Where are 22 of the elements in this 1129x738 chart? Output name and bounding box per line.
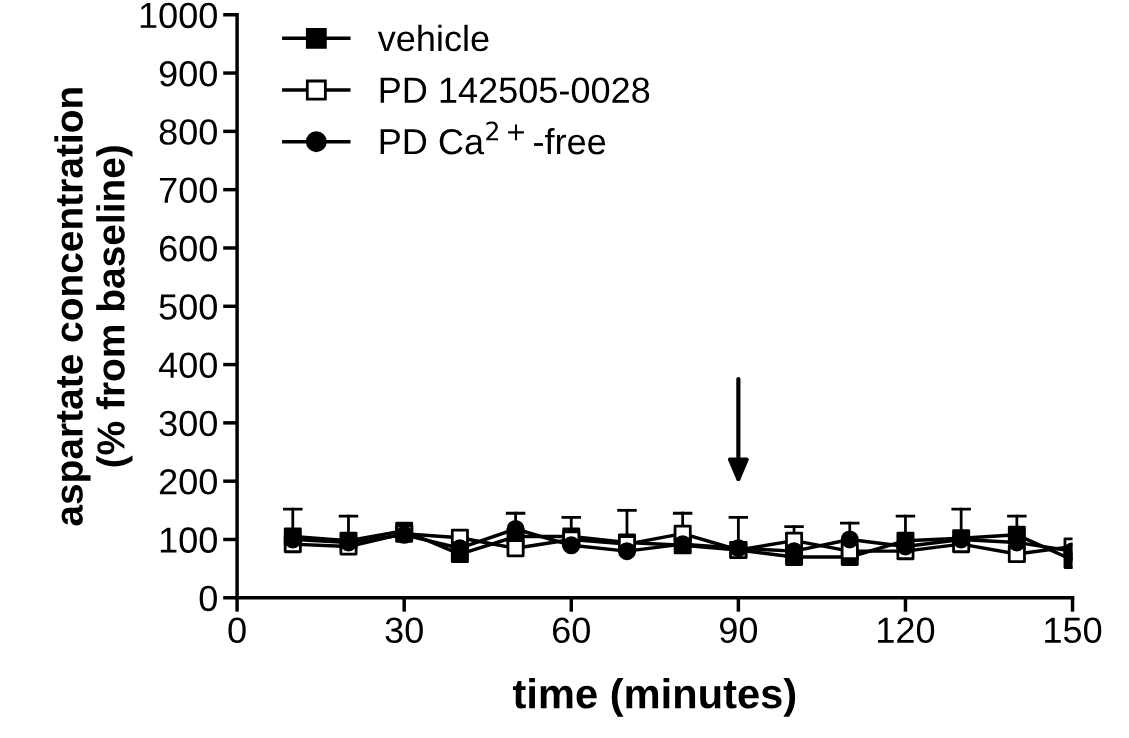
y-tick-label: 800 [159, 119, 217, 145]
y-tick-label: 500 [159, 294, 217, 320]
y-tick-label: 700 [159, 177, 217, 204]
legend-label: vehicle [377, 24, 489, 52]
y-tick-label: 600 [159, 235, 217, 262]
x-tick-label: 30 [385, 617, 423, 644]
x-tick-label: 90 [719, 617, 758, 644]
y-tick-label: 200 [159, 469, 217, 495]
y-tick-label: 0 [199, 585, 217, 612]
legend-label: PD Ca$^{2+}$-free [380, 121, 606, 155]
x-tick-label: 150 [1045, 617, 1102, 644]
legend-label: PD 142505-0028 [380, 77, 650, 104]
y-tick-label: 1000 [140, 2, 217, 29]
y-axis-title: aspartate concentration (% from baseline) [54, 88, 133, 526]
y-tick-label: 900 [159, 60, 217, 87]
y-tick-label: 400 [158, 352, 217, 379]
x-tick-label: 120 [878, 617, 935, 644]
y-tick-label: 100 [160, 527, 217, 553]
x-tick-label: 0 [228, 617, 246, 644]
y-tick-label: 300 [159, 410, 217, 437]
x-axis-title: time (minutes) [512, 677, 796, 717]
x-tick-label: 60 [553, 617, 590, 644]
